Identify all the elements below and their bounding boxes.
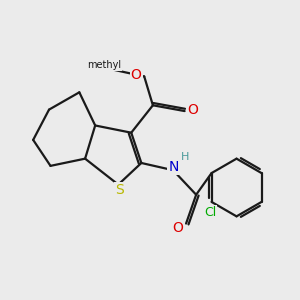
Text: Cl: Cl <box>204 206 216 218</box>
Text: methyl: methyl <box>87 60 121 70</box>
Text: N: N <box>169 160 179 174</box>
Text: H: H <box>181 152 189 162</box>
Text: S: S <box>115 183 124 197</box>
Text: O: O <box>172 221 183 235</box>
Text: O: O <box>131 68 142 82</box>
Text: O: O <box>187 103 198 117</box>
